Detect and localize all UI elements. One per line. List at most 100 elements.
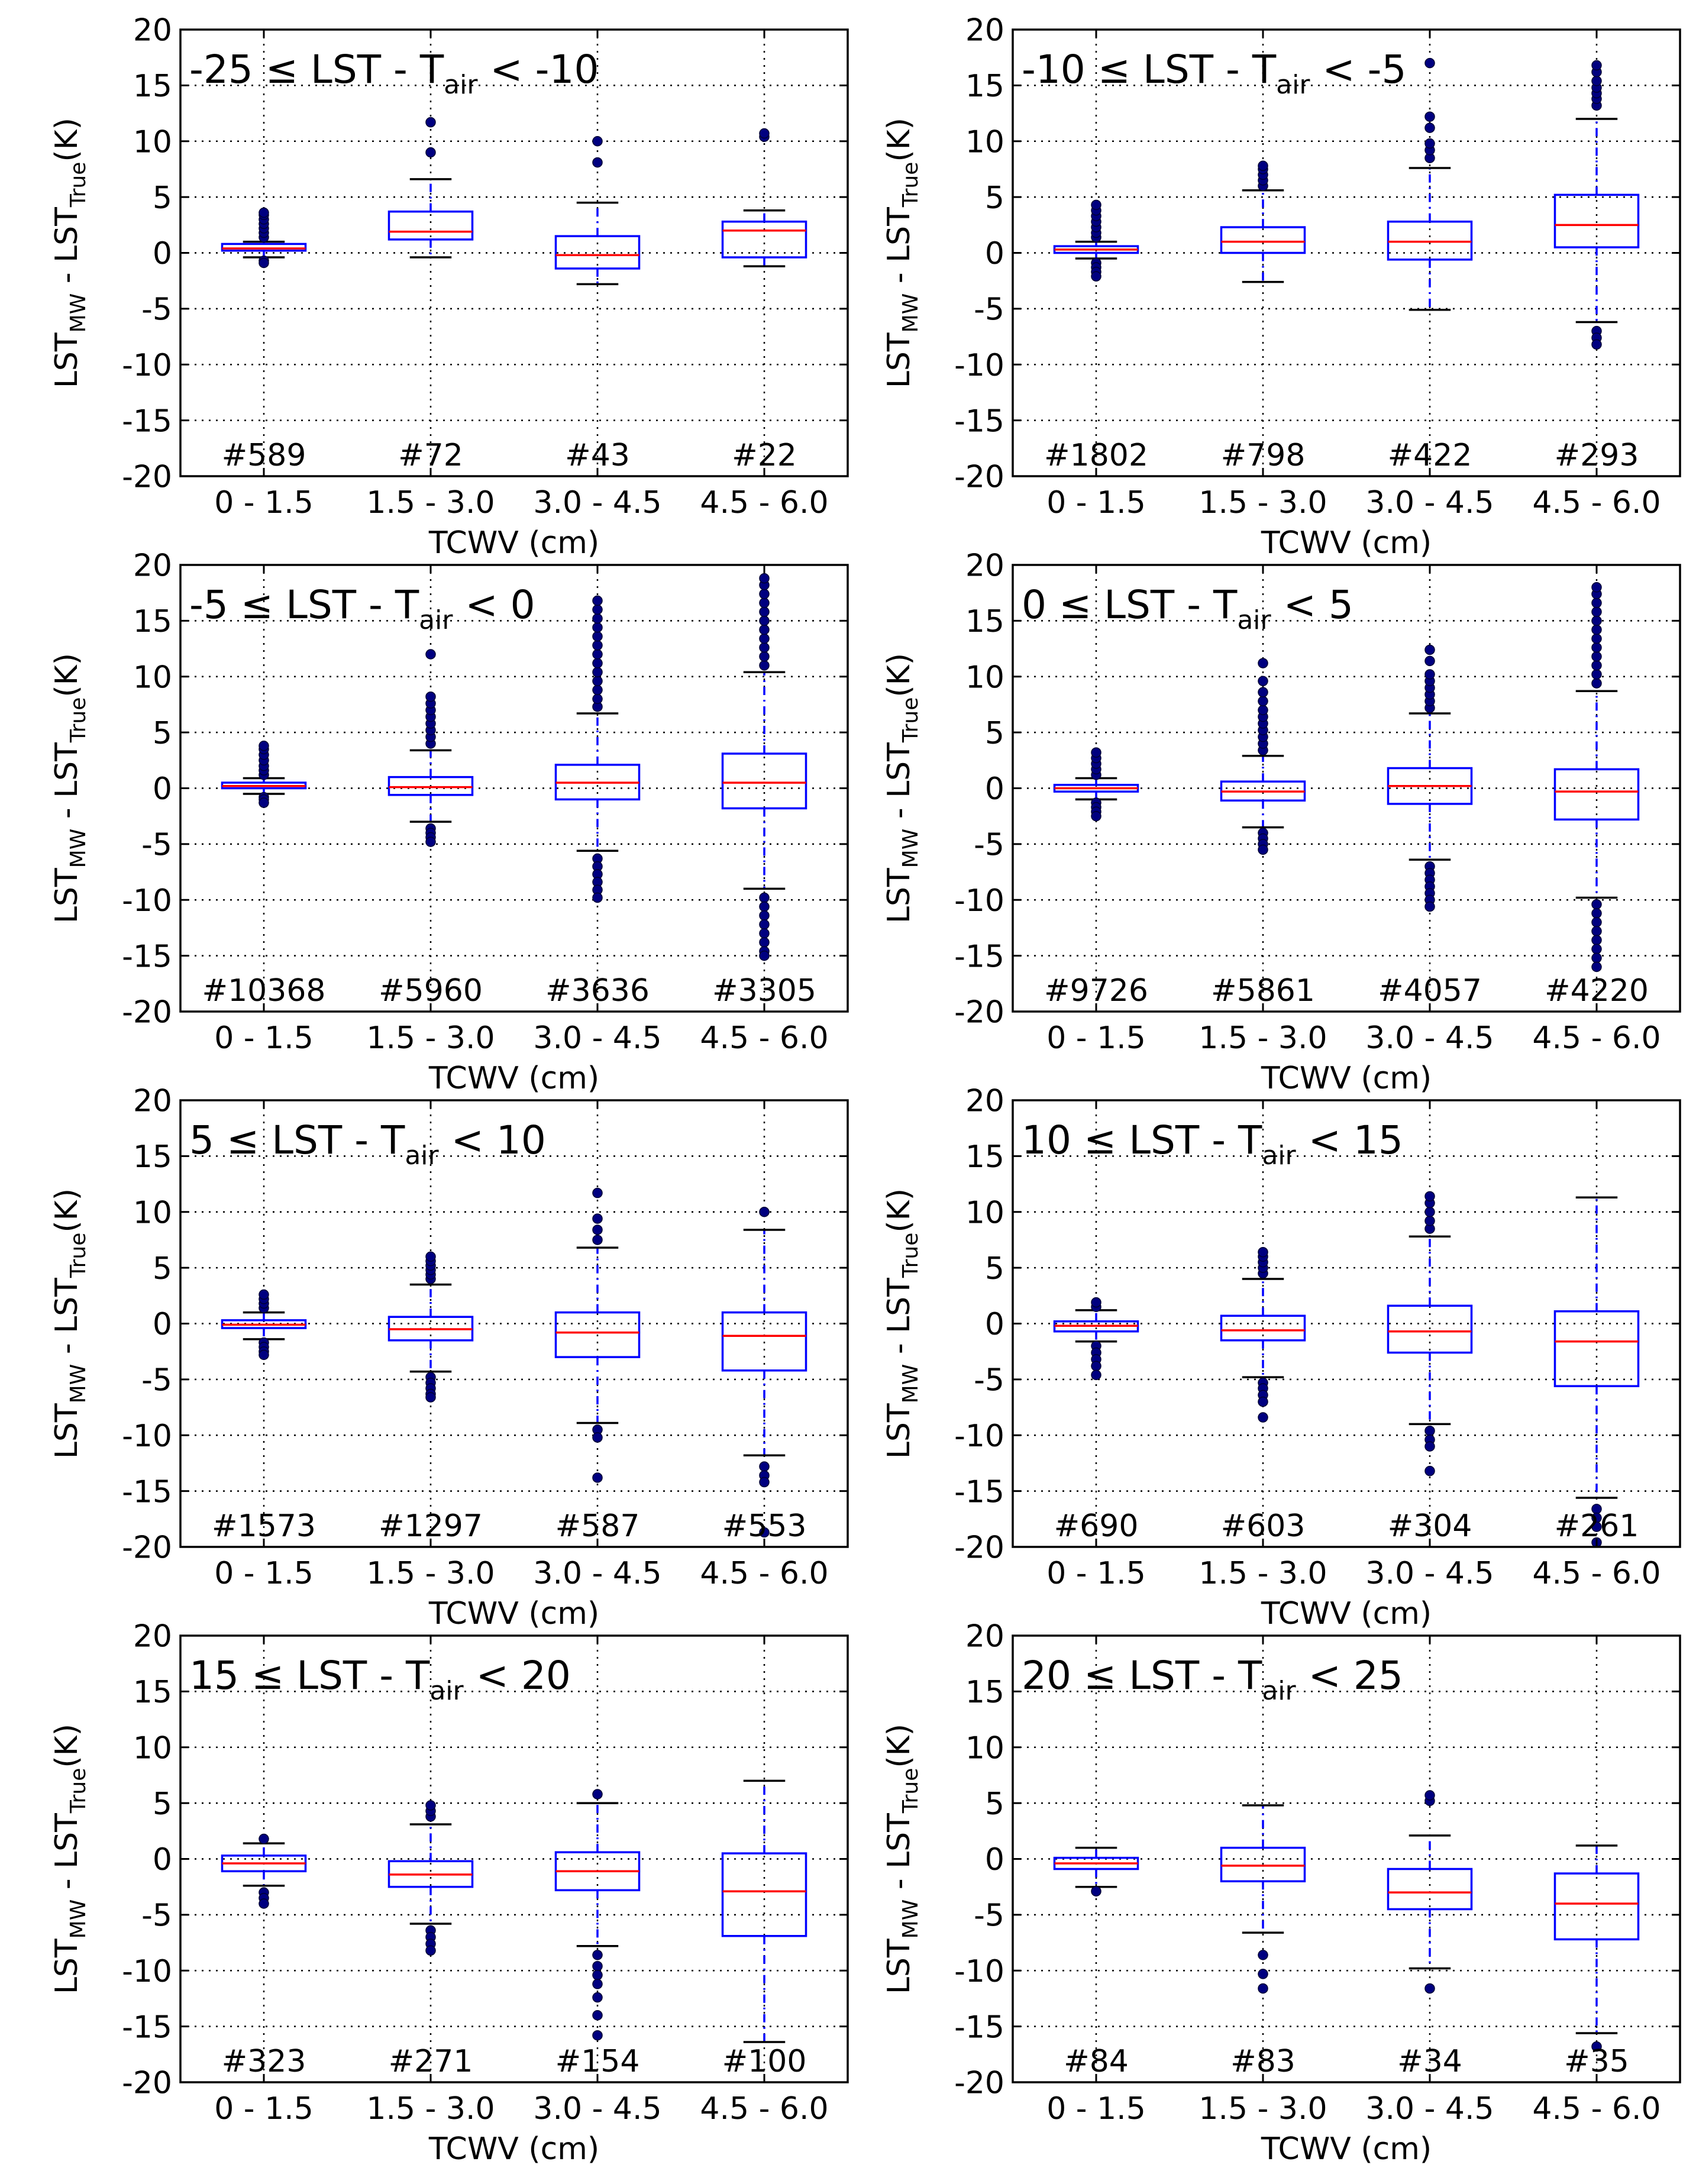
- flier-point: [1424, 644, 1435, 655]
- flier-point: [759, 606, 770, 618]
- panel-7: -20 -15 -10 -5 0 5 10 15 20 0 - 1.5 1.5 - 3.0 3.0 -…: [49, 1619, 849, 2167]
- flier-point: [759, 597, 770, 608]
- box-1: [1053, 1297, 1139, 1381]
- panel-title: 5 ≤ LST - Tair < 10: [189, 1117, 546, 1171]
- flier-point: [759, 901, 770, 912]
- y-tick-label: 20: [965, 1619, 1004, 1655]
- flier-point: [1591, 2041, 1602, 2052]
- box-rect: [1553, 1872, 1640, 1941]
- flier-point: [1424, 1425, 1435, 1436]
- y-tick-label: 15: [965, 604, 1004, 639]
- flier-point: [1091, 271, 1101, 282]
- flier-point: [1258, 1950, 1268, 1960]
- flier-point: [759, 1527, 770, 1538]
- flier-point: [1424, 655, 1435, 667]
- flier-point: [259, 207, 269, 218]
- y-tick-label: -5: [141, 828, 172, 863]
- y-tick-label: -20: [954, 460, 1004, 495]
- panel-2: -20 -15 -10 -5 0 5 10 15 20 0 - 1.5 1.5 - 3.0 3.0 -…: [881, 13, 1681, 561]
- x-tick-label: 3.0 - 4.5: [1365, 485, 1494, 521]
- y-tick-label: 5: [153, 180, 172, 216]
- flier-point: [259, 741, 269, 751]
- y-axis-label: LSTMW - LSTTrue(K): [49, 1724, 91, 1994]
- box-4: [721, 573, 807, 961]
- flier-point: [1591, 908, 1602, 919]
- count-label: #798: [1221, 438, 1306, 473]
- y-tick-label: 10: [965, 1195, 1004, 1230]
- flier-point: [1424, 1465, 1435, 1477]
- flier-point: [759, 910, 770, 921]
- box-rect: [1220, 226, 1306, 254]
- flier-point: [425, 691, 436, 702]
- box-4: [721, 1779, 807, 2043]
- flier-point: [425, 147, 436, 158]
- y-tick-label: -10: [122, 1419, 172, 1454]
- x-axis-label: TCWV (cm): [1261, 1596, 1432, 1631]
- flier-point: [759, 633, 770, 644]
- y-tick-label: 10: [133, 124, 172, 160]
- box-rect: [1220, 1314, 1306, 1342]
- x-tick-label: 1.5 - 3.0: [1198, 2091, 1327, 2127]
- y-axis-label: LSTMW - LSTTrue(K): [49, 1188, 91, 1459]
- box-1: [221, 1289, 307, 1361]
- flier-point: [1258, 1412, 1268, 1423]
- y-tick-label: -10: [954, 1419, 1004, 1454]
- x-tick-label: 0 - 1.5: [214, 2091, 314, 2127]
- flier-point: [592, 613, 603, 624]
- flier-point: [592, 684, 603, 696]
- x-tick-label: 1.5 - 3.0: [1198, 485, 1327, 521]
- y-tick-label: 15: [133, 1139, 172, 1175]
- y-tick-label: -20: [954, 995, 1004, 1030]
- flier-point: [1258, 705, 1268, 716]
- box-2: [1220, 1804, 1306, 1994]
- y-tick-label: 10: [133, 1195, 172, 1230]
- flier-point: [1591, 1521, 1602, 1532]
- panel-title: -10 ≤ LST - Tair < -5: [1022, 47, 1407, 100]
- panel-title: -5 ≤ LST - Tair < 0: [189, 582, 535, 635]
- y-tick-label: 0: [153, 1307, 172, 1342]
- y-tick-label: 20: [965, 13, 1004, 49]
- flier-point: [1424, 1216, 1435, 1226]
- box-rect: [387, 776, 474, 796]
- flier-point: [759, 937, 770, 948]
- flier-point: [592, 667, 603, 677]
- y-tick-label: -20: [122, 1530, 172, 1566]
- x-tick-label: 0 - 1.5: [1046, 1556, 1146, 1591]
- y-tick-label: 5: [153, 1786, 172, 1822]
- count-label: #4057: [1378, 973, 1482, 1009]
- flier-point: [592, 1213, 603, 1224]
- x-tick-label: 3.0 - 4.5: [1365, 2091, 1494, 2127]
- flier-point: [592, 1472, 603, 1483]
- box-3: [554, 1187, 641, 1483]
- count-label: #271: [389, 2044, 473, 2079]
- y-tick-label: 20: [965, 1084, 1004, 1119]
- x-axis-label: TCWV (cm): [1261, 525, 1432, 561]
- x-tick-label: 1.5 - 3.0: [1198, 1556, 1327, 1591]
- flier-point: [1591, 582, 1602, 593]
- flier-point: [759, 615, 770, 626]
- y-tick-label: -5: [974, 1363, 1004, 1398]
- flier-point: [1424, 1441, 1435, 1452]
- box-2: [387, 1800, 474, 1956]
- box-rect: [1387, 1868, 1473, 1911]
- count-label: #72: [398, 438, 463, 473]
- flier-point: [759, 950, 770, 961]
- x-tick-label: 0 - 1.5: [214, 485, 314, 521]
- count-label: #4220: [1545, 973, 1649, 1009]
- flier-point: [1591, 633, 1602, 644]
- box-2: [387, 1251, 474, 1403]
- flier-point: [592, 1950, 603, 1960]
- x-axis-label: TCWV (cm): [1261, 1061, 1432, 1096]
- panel-3: -20 -15 -10 -5 0 5 10 15 20 0 - 1.5 1.5 - 3.0 3.0 -…: [49, 548, 849, 1096]
- flier-point: [759, 919, 770, 930]
- panel-title: 10 ≤ LST - Tair < 15: [1022, 1117, 1403, 1171]
- y-axis-label: LSTMW - LSTTrue(K): [881, 653, 923, 923]
- flier-point: [759, 1207, 770, 1217]
- count-label: #9726: [1044, 973, 1148, 1009]
- box-3: [1387, 1790, 1473, 1994]
- flier-point: [592, 1225, 603, 1235]
- y-tick-label: 10: [133, 660, 172, 695]
- y-tick-label: 0: [985, 236, 1004, 272]
- box-rect: [1387, 220, 1473, 261]
- y-tick-label: 10: [133, 1730, 172, 1766]
